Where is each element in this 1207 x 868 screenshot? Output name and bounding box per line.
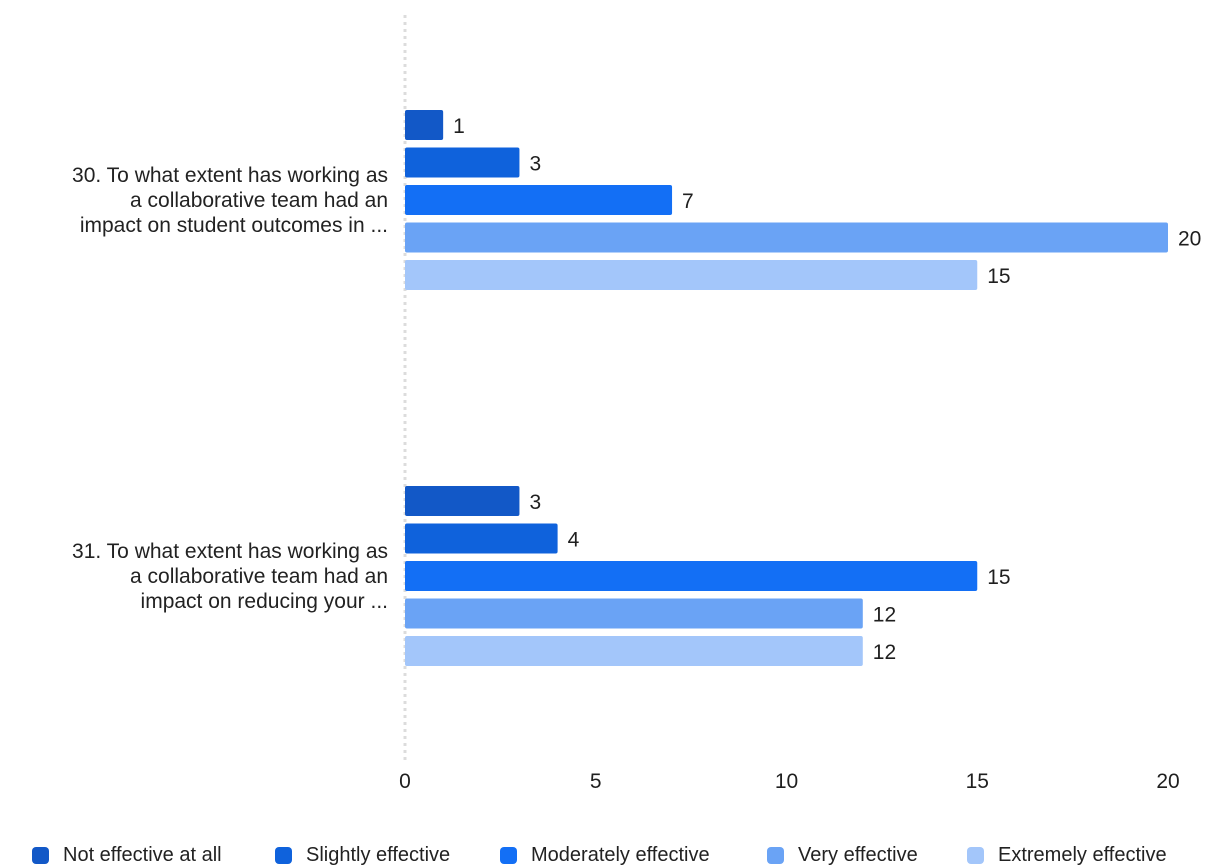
category-label-line: a collaborative team had an <box>130 188 388 212</box>
category-label-line: impact on reducing your ... <box>140 589 388 613</box>
bar <box>405 523 558 554</box>
legend-label: Extremely effective <box>998 843 1167 866</box>
legend-item: Very effective <box>767 842 918 868</box>
data-label: 15 <box>987 265 1010 288</box>
bar <box>405 486 520 516</box>
legend-item: Moderately effective <box>500 842 710 868</box>
bar <box>405 260 978 290</box>
legend-swatch <box>275 846 292 864</box>
bar <box>405 222 1168 253</box>
legend-label: Slightly effective <box>306 843 451 866</box>
category-label-line: 30. To what extent has working as <box>72 163 388 187</box>
category-label: 31. To what extent has working as a colla… <box>0 539 388 614</box>
data-label: 12 <box>873 604 896 627</box>
x-tick-label: 10 <box>775 770 798 793</box>
bar <box>405 110 444 140</box>
bar <box>405 147 520 178</box>
data-label: 4 <box>568 529 580 552</box>
category-label-line: 31. To what extent has working as <box>72 539 388 563</box>
legend-item: Extremely effective <box>967 842 1167 868</box>
legend-label: Very effective <box>798 843 918 866</box>
data-label: 12 <box>873 641 896 664</box>
x-tick-label: 15 <box>966 770 989 793</box>
legend: Not effective at all Slightly effective Mo… <box>0 842 1207 868</box>
data-label: 3 <box>529 153 541 176</box>
x-tick-label: 5 <box>590 770 602 793</box>
bar <box>405 561 978 591</box>
data-label: 7 <box>682 190 694 213</box>
bar <box>405 636 863 666</box>
legend-swatch <box>500 846 517 864</box>
data-label: 1 <box>453 115 465 138</box>
legend-swatch <box>32 846 49 864</box>
data-label: 3 <box>529 491 541 514</box>
bar <box>405 185 673 215</box>
legend-label: Not effective at all <box>63 843 222 866</box>
legend-swatch <box>767 846 784 864</box>
data-label: 15 <box>987 566 1010 589</box>
legend-label: Moderately effective <box>531 843 710 866</box>
data-label: 20 <box>1178 228 1201 251</box>
x-tick-label: 0 <box>399 770 411 793</box>
category-label: 30. To what extent has working as a colla… <box>0 163 388 238</box>
category-label-line: a collaborative team had an <box>130 564 388 588</box>
legend-item: Slightly effective <box>275 842 450 868</box>
bar <box>405 598 863 629</box>
legend-item: Not effective at all <box>32 842 222 868</box>
category-label-line: impact on student outcomes in ... <box>79 213 388 237</box>
x-tick-label: 20 <box>1156 770 1179 793</box>
legend-swatch <box>967 846 984 864</box>
